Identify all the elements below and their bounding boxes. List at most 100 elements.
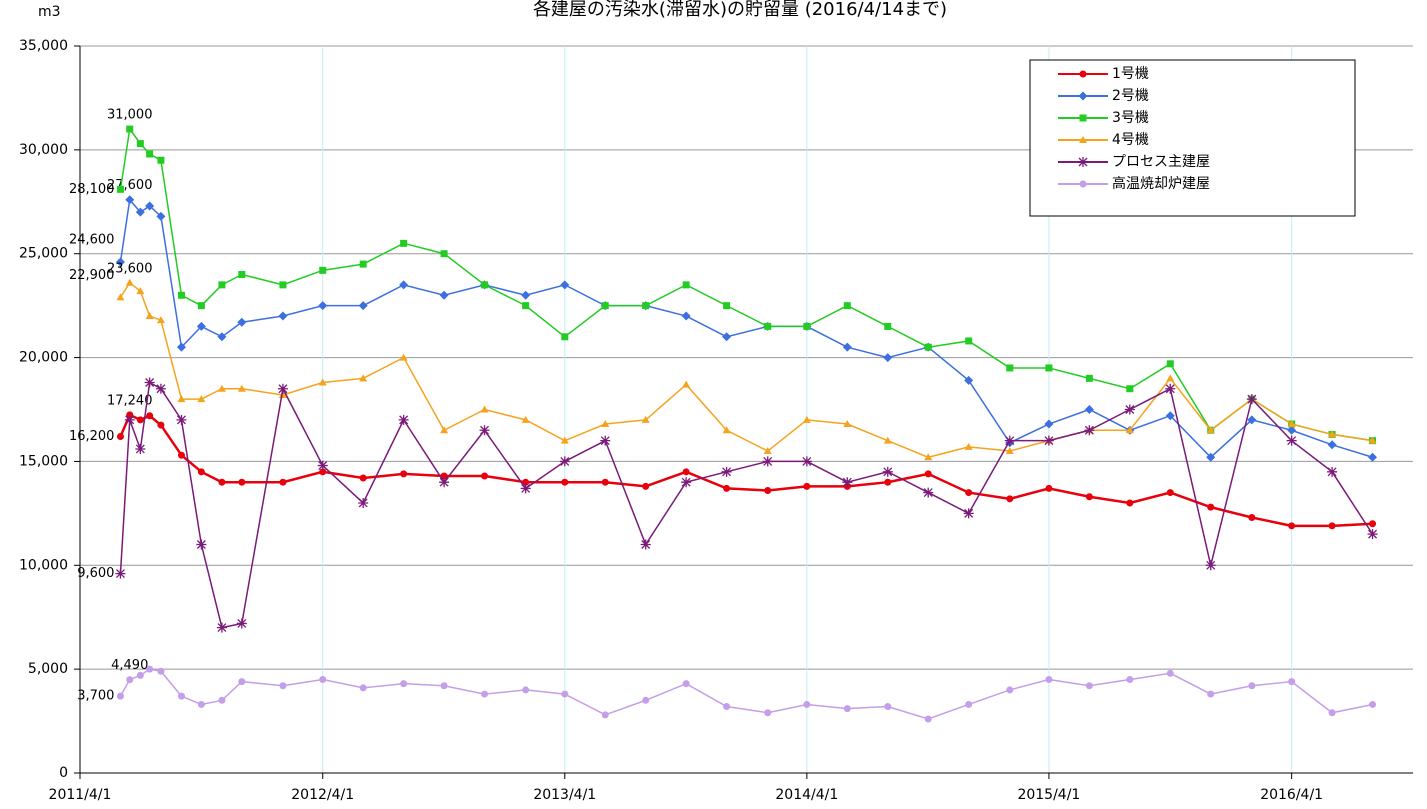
point xyxy=(177,451,185,459)
point xyxy=(237,384,246,392)
point xyxy=(522,302,530,310)
point xyxy=(1369,700,1377,708)
x-tick-label: 2013/4/1 xyxy=(533,787,596,803)
legend-marker xyxy=(1079,70,1087,78)
point xyxy=(521,415,530,423)
point xyxy=(923,487,934,498)
point xyxy=(1328,430,1337,438)
point xyxy=(359,474,367,482)
x-tick-label: 2014/4/1 xyxy=(775,787,838,803)
data-label: 9,600 xyxy=(77,566,114,581)
point xyxy=(400,239,408,247)
point xyxy=(136,287,145,295)
legend-marker xyxy=(1078,91,1088,101)
point xyxy=(522,686,530,694)
point xyxy=(136,671,144,679)
point xyxy=(1165,383,1176,394)
point xyxy=(277,383,288,394)
point xyxy=(279,682,287,690)
point xyxy=(135,207,145,217)
point xyxy=(964,442,973,450)
point xyxy=(560,280,570,290)
point xyxy=(1166,489,1174,497)
point xyxy=(115,257,125,267)
point xyxy=(176,342,186,352)
y-tick-label: 20,000 xyxy=(19,350,68,366)
point xyxy=(764,487,772,495)
point xyxy=(882,466,893,477)
data-label: 23,600 xyxy=(107,261,153,276)
point xyxy=(1367,529,1378,540)
point xyxy=(682,380,691,388)
point xyxy=(480,405,489,413)
point xyxy=(1085,682,1093,690)
point xyxy=(642,302,650,310)
point xyxy=(440,426,449,434)
point xyxy=(560,436,569,444)
point xyxy=(1166,374,1175,382)
point xyxy=(965,337,973,345)
point xyxy=(1287,420,1296,428)
series-line xyxy=(119,197,1373,459)
point xyxy=(522,478,530,486)
point xyxy=(359,260,367,268)
point xyxy=(398,414,409,425)
point xyxy=(359,684,367,692)
point xyxy=(157,156,165,164)
point xyxy=(319,266,327,274)
point xyxy=(1126,676,1134,684)
point xyxy=(1084,425,1095,436)
point xyxy=(601,711,609,719)
point xyxy=(1207,690,1215,698)
point xyxy=(318,301,328,311)
point xyxy=(1205,560,1216,571)
point xyxy=(1044,419,1054,429)
point xyxy=(884,703,892,711)
legend-label: 3号機 xyxy=(1112,110,1149,126)
point xyxy=(963,508,974,519)
point xyxy=(238,478,246,486)
point xyxy=(1085,374,1093,382)
point xyxy=(177,692,185,700)
point xyxy=(681,477,692,488)
legend-marker xyxy=(1079,180,1087,188)
point xyxy=(601,302,609,310)
point xyxy=(802,415,811,423)
point xyxy=(1206,452,1216,462)
point xyxy=(559,456,570,467)
point xyxy=(1328,709,1336,717)
point xyxy=(924,470,932,478)
point xyxy=(116,433,124,441)
data-label: 24,600 xyxy=(69,233,115,248)
x-tick-label: 2015/4/1 xyxy=(1017,787,1080,803)
point xyxy=(1006,364,1014,372)
point xyxy=(216,622,227,633)
point xyxy=(440,682,448,690)
point xyxy=(1045,676,1053,684)
series-line xyxy=(119,668,1373,720)
legend-label: 高温焼却炉建屋 xyxy=(1112,175,1210,192)
point xyxy=(238,270,246,278)
point xyxy=(1287,425,1297,435)
point xyxy=(126,676,134,684)
legend-box xyxy=(1029,59,1356,217)
point xyxy=(1166,669,1174,677)
point xyxy=(481,472,489,480)
point xyxy=(1165,411,1175,421)
point xyxy=(1207,503,1215,511)
point xyxy=(764,322,772,330)
y-tick-label: 10,000 xyxy=(19,557,68,573)
point xyxy=(965,700,973,708)
point xyxy=(358,497,369,508)
point xyxy=(883,436,892,444)
point xyxy=(641,415,650,423)
point xyxy=(1248,682,1256,690)
point xyxy=(1286,435,1297,446)
point xyxy=(196,539,207,550)
point xyxy=(642,696,650,704)
data-label: 31,000 xyxy=(107,108,153,123)
point xyxy=(1006,686,1014,694)
y-tick-label: 30,000 xyxy=(19,142,68,158)
